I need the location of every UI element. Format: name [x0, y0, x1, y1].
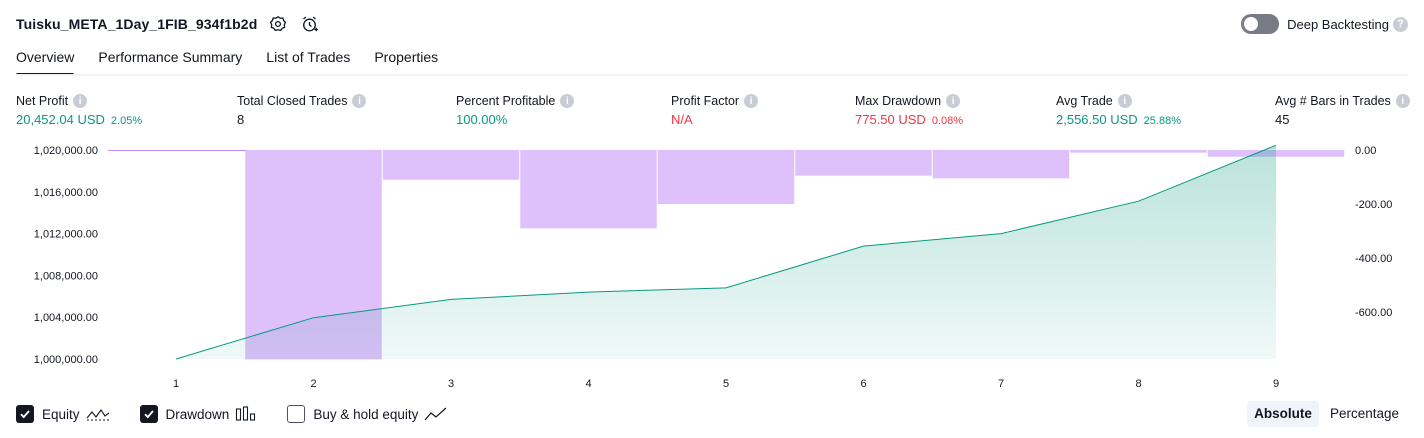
drawdown-checkbox[interactable]	[139, 405, 158, 423]
metric-label: Avg Trade	[1056, 94, 1113, 108]
metric-label: Profit Factor	[671, 94, 740, 108]
metric-sub-value: 25.88%	[1143, 115, 1181, 127]
metric-avg-trade: Avg Trade i 2,556.50 USD 25.88%	[1056, 94, 1181, 127]
x-axis-tick: 1	[173, 378, 179, 390]
info-icon[interactable]: i	[744, 94, 759, 108]
drawdown-bars-icon	[235, 406, 257, 422]
buy-hold-checkbox[interactable]	[287, 405, 306, 423]
info-icon[interactable]: i	[946, 94, 961, 108]
left-axis-tick: 1,020,000.00	[34, 145, 98, 157]
left-axis-tick: 1,008,000.00	[34, 270, 98, 282]
deep-backtesting-label: Deep Backtesting	[1287, 16, 1389, 32]
right-axis-tick: 0.00	[1355, 145, 1376, 157]
left-axis-tick: 1,016,000.00	[34, 187, 98, 199]
right-axis-tick: -600.00	[1355, 307, 1392, 319]
info-icon[interactable]: i	[1395, 94, 1410, 108]
deep-backtesting-toggle[interactable]	[1241, 14, 1280, 34]
right-axis-tick: -200.00	[1355, 199, 1392, 211]
equity-line-icon	[86, 406, 110, 422]
metric-label: Avg # Bars in Trades	[1275, 94, 1391, 108]
drawdown-bar	[1070, 150, 1207, 153]
strategy-title: Tuisku_META_1Day_1FIB_934f1b2d	[16, 16, 258, 32]
metric-percent-profitable: Percent Profitable i 100.00%	[456, 94, 575, 127]
metric-sub-value: 2.05%	[110, 115, 143, 127]
drawdown-bar	[657, 150, 795, 204]
percentage-mode-button[interactable]: Percentage	[1329, 406, 1399, 421]
legend-equity[interactable]: Equity	[16, 405, 110, 423]
metric-value: 775.50 USD	[855, 112, 926, 127]
metric-sub-value: 0.08%	[931, 115, 964, 127]
metric-total-closed-trades: Total Closed Trades i 8	[237, 94, 367, 127]
legend-label: Drawdown	[165, 406, 230, 422]
legend-buy-hold-equity[interactable]: Buy & hold equity	[287, 405, 448, 423]
metric-label: Max Drawdown	[855, 94, 942, 108]
x-axis-tick: 9	[1273, 378, 1279, 390]
buy-hold-line-icon	[424, 406, 448, 422]
equity-drawdown-chart[interactable]: 1,000,000.00 1,004,000.00 1,008,000.00 1,01…	[0, 140, 1424, 400]
metric-max-drawdown: Max Drawdown i 775.50 USD 0.08%	[855, 94, 963, 127]
left-axis-tick: 1,000,000.00	[34, 354, 98, 366]
legend-label: Buy & hold equity	[313, 406, 419, 422]
metric-value: 20,452.04 USD	[16, 112, 105, 127]
metric-value: 8	[237, 112, 245, 127]
tab-performance-summary[interactable]: Performance Summary	[98, 49, 243, 65]
metric-label: Percent Profitable	[456, 94, 556, 108]
equity-area	[176, 145, 1276, 359]
x-axis-tick: 8	[1135, 378, 1141, 390]
deep-backtesting-info-icon[interactable]: ?	[1393, 16, 1408, 32]
metric-profit-factor: Profit Factor i N/A	[671, 94, 759, 127]
metric-value: N/A	[671, 112, 693, 127]
deep-backtesting-control: Deep Backtesting ?	[1241, 12, 1408, 36]
legend-label: Equity	[42, 406, 80, 422]
report-tabs: Overview Performance Summary List of Tra…	[16, 46, 462, 76]
report-header: Tuisku_META_1Day_1FIB_934f1b2d	[16, 12, 321, 36]
left-axis-tick: 1,012,000.00	[34, 229, 98, 241]
info-icon[interactable]: i	[1117, 94, 1132, 108]
drawdown-bar	[382, 150, 520, 180]
tab-list-of-trades[interactable]: List of Trades	[266, 49, 351, 65]
equity-checkbox[interactable]	[16, 405, 34, 423]
absolute-mode-button[interactable]: Absolute	[1247, 401, 1319, 427]
info-icon[interactable]: i	[560, 94, 575, 108]
metric-value: 45	[1275, 112, 1290, 127]
x-axis-tick: 7	[998, 378, 1004, 390]
x-axis-tick: 4	[585, 378, 591, 390]
drawdown-bar	[932, 150, 1070, 179]
drawdown-bar	[520, 150, 657, 229]
tabs-divider	[16, 74, 1408, 76]
metric-value: 2,556.50 USD	[1056, 112, 1138, 127]
settings-gear-icon[interactable]	[267, 13, 289, 35]
right-axis-tick: -400.00	[1355, 253, 1392, 265]
legend-drawdown[interactable]: Drawdown	[139, 405, 258, 423]
metric-net-profit: Net Profit i 20,452.04 USD 2.05%	[16, 94, 142, 127]
chart-legend: Equity Drawdown Buy & hold equity	[16, 403, 478, 425]
metric-value: 100.00%	[456, 112, 508, 127]
metric-avg-bars-in-trades: Avg # Bars in Trades i 45	[1275, 94, 1410, 127]
toggle-knob	[1244, 17, 1259, 31]
info-icon[interactable]: i	[73, 94, 88, 108]
add-alert-clock-icon[interactable]	[299, 13, 321, 35]
metric-label: Net Profit	[16, 94, 69, 108]
metric-label: Total Closed Trades	[237, 94, 348, 108]
x-axis-tick: 2	[310, 378, 316, 390]
tab-overview[interactable]: Overview	[16, 46, 75, 76]
equity-line	[175, 144, 1277, 360]
x-axis-tick: 3	[448, 378, 454, 390]
tab-properties[interactable]: Properties	[374, 49, 439, 65]
left-axis-tick: 1,004,000.00	[34, 312, 98, 324]
scale-mode-switch: Absolute Percentage	[1243, 401, 1406, 427]
x-axis-tick: 5	[723, 378, 729, 390]
x-axis-tick: 6	[860, 378, 866, 390]
drawdown-bar	[795, 150, 932, 176]
info-icon[interactable]: i	[352, 94, 367, 108]
